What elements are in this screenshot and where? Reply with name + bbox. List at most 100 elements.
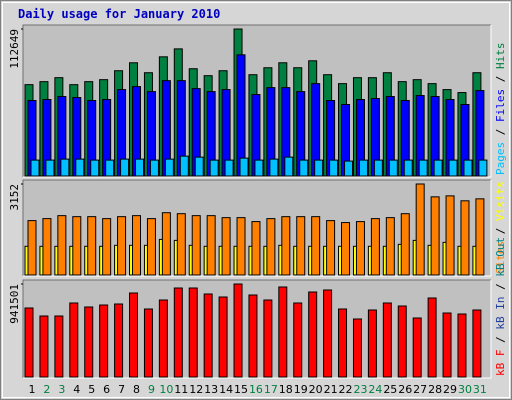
x-tick-label: 12 [189, 383, 203, 396]
x-tick-label: 24 [368, 383, 382, 396]
bar [209, 159, 219, 177]
bar [284, 156, 294, 177]
x-tick-label: 16 [249, 383, 263, 396]
x-tick-label: 9 [148, 383, 155, 396]
bar [385, 217, 395, 276]
y-tick-label: 3152 [8, 184, 21, 211]
legend-entry: Files [494, 89, 507, 122]
bar [239, 157, 249, 177]
bar [69, 302, 79, 378]
y-tick-label: 112649 [8, 29, 21, 69]
x-tick-label: 11 [174, 383, 188, 396]
bar [352, 318, 362, 378]
bar [179, 155, 189, 177]
bar [54, 315, 64, 378]
bar [87, 216, 97, 276]
x-tick-label: 6 [103, 383, 110, 396]
bar [233, 283, 243, 378]
bar [344, 160, 354, 177]
x-tick-label: 30 [458, 383, 472, 396]
legend-entry: kB In [494, 297, 507, 330]
bar [57, 215, 67, 276]
x-tick-label: 13 [204, 383, 218, 396]
x-tick-label: 10 [159, 383, 173, 396]
bar [430, 196, 440, 276]
legend-entry: Hits [494, 43, 507, 70]
panel-bevel [22, 179, 491, 276]
legend-separator: / [494, 277, 507, 297]
bar [90, 159, 100, 177]
bar [269, 158, 279, 177]
legend-separator: / [494, 330, 507, 350]
bar [248, 294, 258, 378]
bar [341, 222, 351, 276]
legend-entry: kB F [494, 350, 507, 377]
bar [176, 213, 186, 276]
bar [164, 158, 174, 177]
bar [221, 217, 231, 276]
bar [281, 216, 291, 276]
bar [254, 159, 264, 177]
x-tick-label: 29 [443, 383, 457, 396]
x-tick-label: 3 [58, 383, 65, 396]
panel-bevel [23, 180, 492, 277]
bar [84, 306, 94, 378]
x-tick-label: 31 [473, 383, 487, 396]
legend-separator: / [494, 122, 507, 142]
bar [460, 200, 470, 276]
bar [102, 218, 112, 276]
legend-separator: / [494, 221, 507, 241]
bar [99, 304, 109, 378]
bar [433, 159, 443, 177]
bar [293, 302, 303, 378]
bar [358, 159, 368, 177]
x-tick-label: 7 [118, 383, 125, 396]
bar [370, 218, 380, 276]
legend-separator: / [494, 69, 507, 89]
legend: Pages / Files / Hits [494, 43, 507, 176]
bar [448, 159, 458, 177]
bar [120, 158, 130, 177]
x-tick-label: 19 [294, 383, 308, 396]
bar [388, 159, 398, 177]
bar [418, 159, 428, 177]
x-tick-label: 1 [29, 383, 36, 396]
x-tick-label: 4 [73, 383, 80, 396]
x-tick-label: 15 [234, 383, 248, 396]
x-tick-label: 8 [133, 383, 140, 396]
bar [400, 213, 410, 276]
bar [206, 215, 216, 276]
bar [129, 292, 139, 378]
x-tick-label: 22 [339, 383, 353, 396]
bar [412, 317, 422, 378]
bar [475, 198, 485, 276]
bar [472, 309, 482, 378]
bar [266, 218, 276, 276]
bar [311, 216, 321, 276]
bar [326, 220, 336, 276]
x-tick-label: 25 [383, 383, 397, 396]
x-tick-label: 2 [43, 383, 50, 396]
bar [415, 183, 425, 276]
bar [314, 159, 324, 177]
bar [308, 291, 318, 378]
bar [114, 303, 124, 378]
bar [158, 299, 168, 378]
legend-entry: Visits [494, 181, 507, 221]
bar [194, 156, 204, 177]
legend-entry: kB Out [494, 237, 507, 277]
bar [329, 159, 339, 177]
bar [296, 216, 306, 276]
bar [203, 293, 213, 378]
x-tick-label: 18 [279, 383, 293, 396]
panel-bevel [23, 280, 492, 379]
legend-entry: Pages [494, 142, 507, 175]
bar [373, 159, 383, 177]
bar [135, 158, 145, 177]
bar [382, 302, 392, 378]
bar [45, 159, 55, 177]
panel-bevel [23, 25, 492, 178]
bar [367, 309, 377, 378]
